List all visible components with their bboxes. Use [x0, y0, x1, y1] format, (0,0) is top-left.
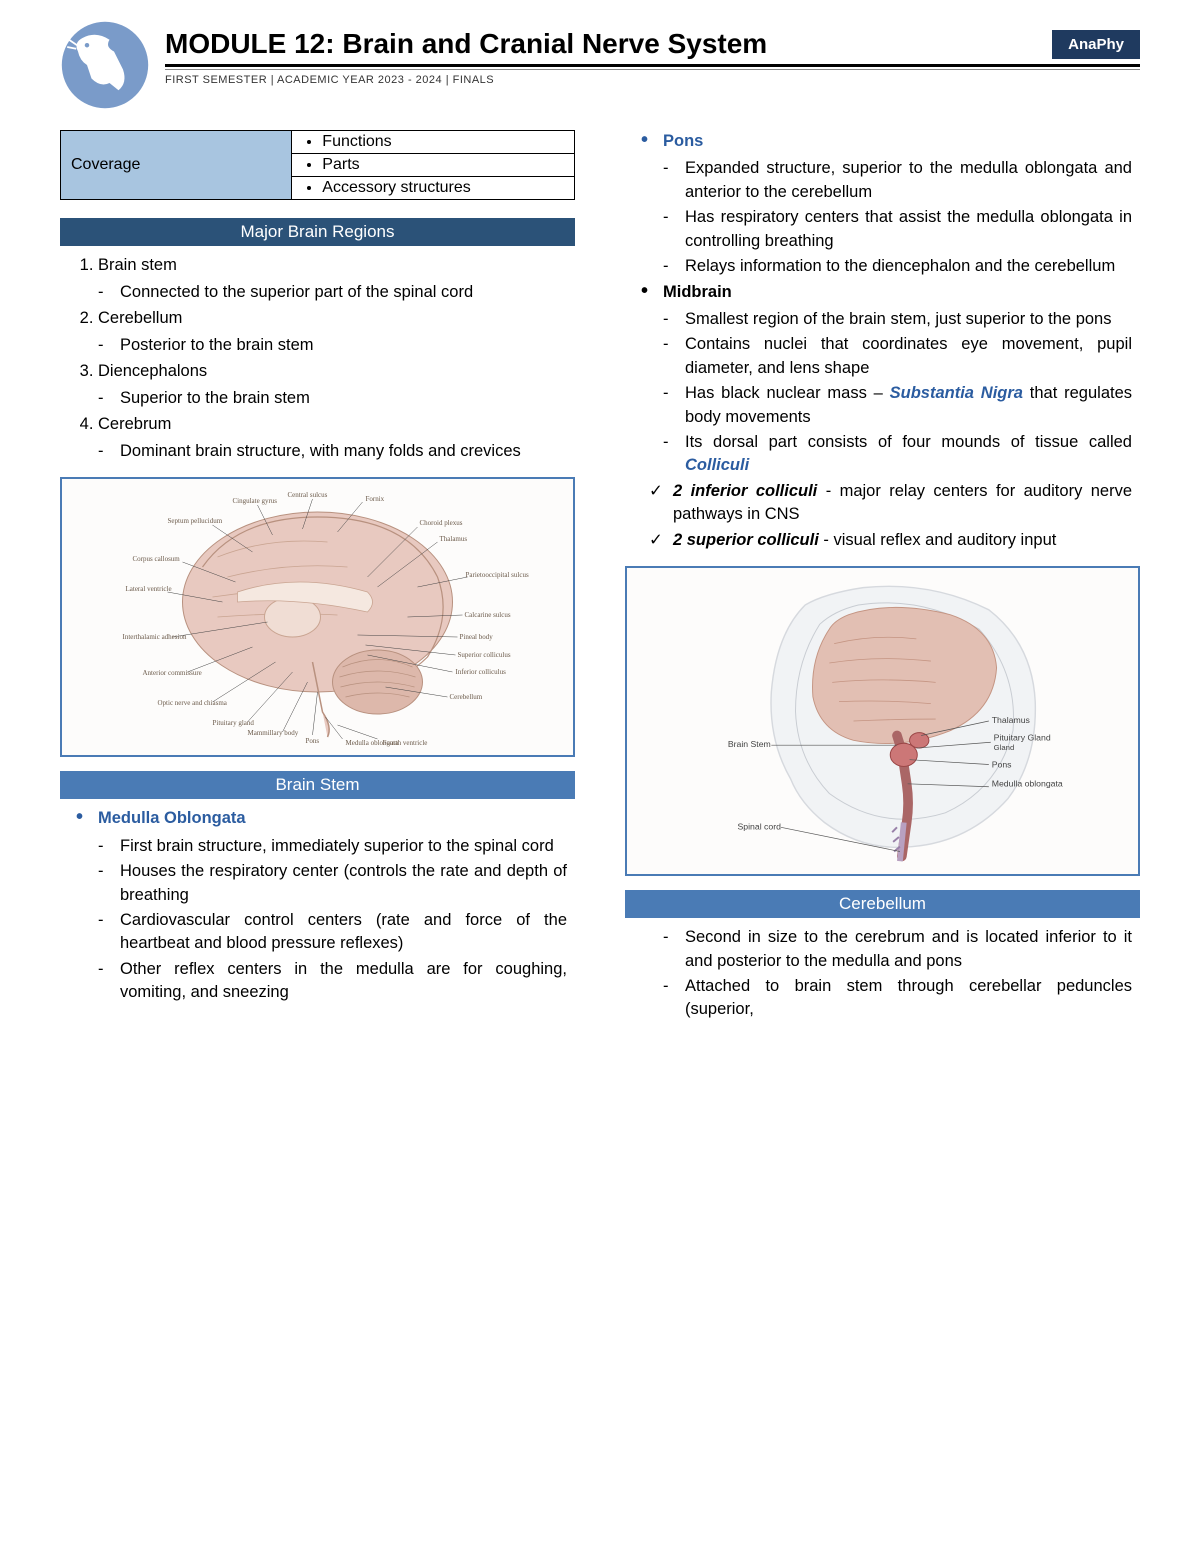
region-item: Brain stem	[98, 254, 567, 277]
svg-text:Anterior commissure: Anterior commissure	[143, 669, 202, 677]
medulla-point: Cardiovascular control centers (rate and…	[98, 909, 567, 956]
subtitle: FIRST SEMESTER | ACADEMIC YEAR 2023 - 20…	[165, 69, 1140, 86]
svg-text:Pituitary gland: Pituitary gland	[213, 719, 255, 727]
region-desc: Connected to the superior part of the sp…	[98, 281, 567, 304]
content-columns: Coverage Functions Parts Accessory struc…	[60, 130, 1140, 1024]
module-title: MODULE 12: Brain and Cranial Nerve Syste…	[165, 28, 767, 60]
colliculi-item: 2 superior colliculi - visual reflex and…	[645, 529, 1132, 552]
course-badge: AnaPhy	[1052, 30, 1140, 59]
brain-stem-content: Medulla Oblongata First brain structure,…	[60, 807, 575, 1004]
svg-text:Gland: Gland	[994, 743, 1015, 752]
coverage-item: Functions	[322, 133, 564, 151]
svg-text:Fourth ventricle: Fourth ventricle	[383, 739, 428, 747]
region-desc: Dominant brain structure, with many fold…	[98, 440, 567, 463]
svg-text:Calcarine sulcus: Calcarine sulcus	[465, 611, 511, 619]
pons-content: Pons Expanded structure, superior to the…	[625, 130, 1140, 552]
colliculi-item: 2 inferior colliculi - major relay cente…	[645, 480, 1132, 527]
svg-text:Central sulcus: Central sulcus	[288, 491, 328, 499]
svg-text:Lateral ventricle: Lateral ventricle	[126, 585, 172, 593]
pons-point: Has respiratory centers that assist the …	[663, 206, 1132, 253]
svg-text:Corpus callosum: Corpus callosum	[133, 555, 181, 563]
svg-text:Choroid plexus: Choroid plexus	[420, 519, 463, 527]
section-major-regions: Major Brain Regions	[60, 218, 575, 246]
svg-text:Spinal cord: Spinal cord	[738, 821, 782, 831]
coverage-item: Parts	[322, 156, 564, 174]
section-brain-stem: Brain Stem	[60, 771, 575, 799]
region-item: Cerebrum	[98, 413, 567, 436]
cerebellum-content: Second in size to the cerebrum and is lo…	[625, 926, 1140, 1022]
coverage-item: Accessory structures	[322, 179, 564, 197]
svg-text:Thalamus: Thalamus	[440, 535, 468, 543]
svg-text:Cerebellum: Cerebellum	[450, 693, 483, 701]
right-column: Pons Expanded structure, superior to the…	[625, 130, 1140, 1024]
region-desc: Posterior to the brain stem	[98, 334, 567, 357]
medulla-point: Houses the respiratory center (controls …	[98, 860, 567, 907]
medulla-point: Other reflex centers in the medulla are …	[98, 958, 567, 1005]
svg-text:Cingulate gyrus: Cingulate gyrus	[233, 497, 278, 505]
header-text: MODULE 12: Brain and Cranial Nerve Syste…	[165, 20, 1140, 86]
midbrain-point: Its dorsal part consists of four mounds …	[663, 431, 1132, 478]
cerebellum-point: Attached to brain stem through cerebella…	[663, 975, 1132, 1022]
svg-text:Interthalamic adhesion: Interthalamic adhesion	[123, 633, 187, 641]
medulla-point: First brain structure, immediately super…	[98, 835, 567, 858]
svg-text:Medulla oblongata: Medulla oblongata	[992, 779, 1063, 789]
pons-heading: Pons	[633, 130, 1132, 153]
coverage-label: Coverage	[61, 131, 292, 200]
svg-text:Septum pellucidum: Septum pellucidum	[168, 517, 223, 525]
svg-text:Thalamus: Thalamus	[992, 715, 1031, 725]
major-regions-content: Brain stem Connected to the superior par…	[60, 254, 575, 463]
svg-text:Inferior colliculus: Inferior colliculus	[456, 668, 507, 676]
midbrain-point: Smallest region of the brain stem, just …	[663, 308, 1132, 331]
svg-text:Superior colliculus: Superior colliculus	[458, 651, 511, 659]
coverage-table: Coverage Functions Parts Accessory struc…	[60, 130, 575, 200]
region-desc: Superior to the brain stem	[98, 387, 567, 410]
page-header: MODULE 12: Brain and Cranial Nerve Syste…	[60, 20, 1140, 110]
medulla-heading: Medulla Oblongata	[68, 807, 567, 830]
svg-text:Brain Stem: Brain Stem	[728, 739, 771, 749]
svg-text:Optic nerve and chiasma: Optic nerve and chiasma	[158, 699, 228, 707]
midbrain-point: Has black nuclear mass – Substantia Nigr…	[663, 382, 1132, 429]
svg-text:Fornix: Fornix	[366, 495, 385, 503]
brain-stem-figure: Brain Stem Spinal cord Thalamus Pituitar…	[625, 566, 1140, 876]
section-cerebellum: Cerebellum	[625, 890, 1140, 918]
midbrain-point: Contains nuclei that coordinates eye mov…	[663, 333, 1132, 380]
svg-text:Mammillary body: Mammillary body	[248, 729, 299, 737]
pons-point: Relays information to the diencephalon a…	[663, 255, 1132, 278]
svg-text:Pituitary Gland: Pituitary Gland	[994, 733, 1051, 743]
svg-text:Pineal body: Pineal body	[460, 633, 494, 641]
left-column: Coverage Functions Parts Accessory struc…	[60, 130, 575, 1024]
midbrain-heading: Midbrain	[633, 281, 1132, 304]
cerebellum-point: Second in size to the cerebrum and is lo…	[663, 926, 1132, 973]
logo-icon	[60, 20, 150, 110]
svg-text:Pons: Pons	[992, 760, 1012, 770]
pons-point: Expanded structure, superior to the medu…	[663, 157, 1132, 204]
region-item: Cerebellum	[98, 307, 567, 330]
region-item: Diencephalons	[98, 360, 567, 383]
svg-text:Parietooccipital sulcus: Parietooccipital sulcus	[466, 571, 529, 579]
svg-text:Pons: Pons	[306, 737, 320, 745]
brain-sagittal-figure: Cingulate gyrus Central sulcus Fornix Se…	[60, 477, 575, 757]
